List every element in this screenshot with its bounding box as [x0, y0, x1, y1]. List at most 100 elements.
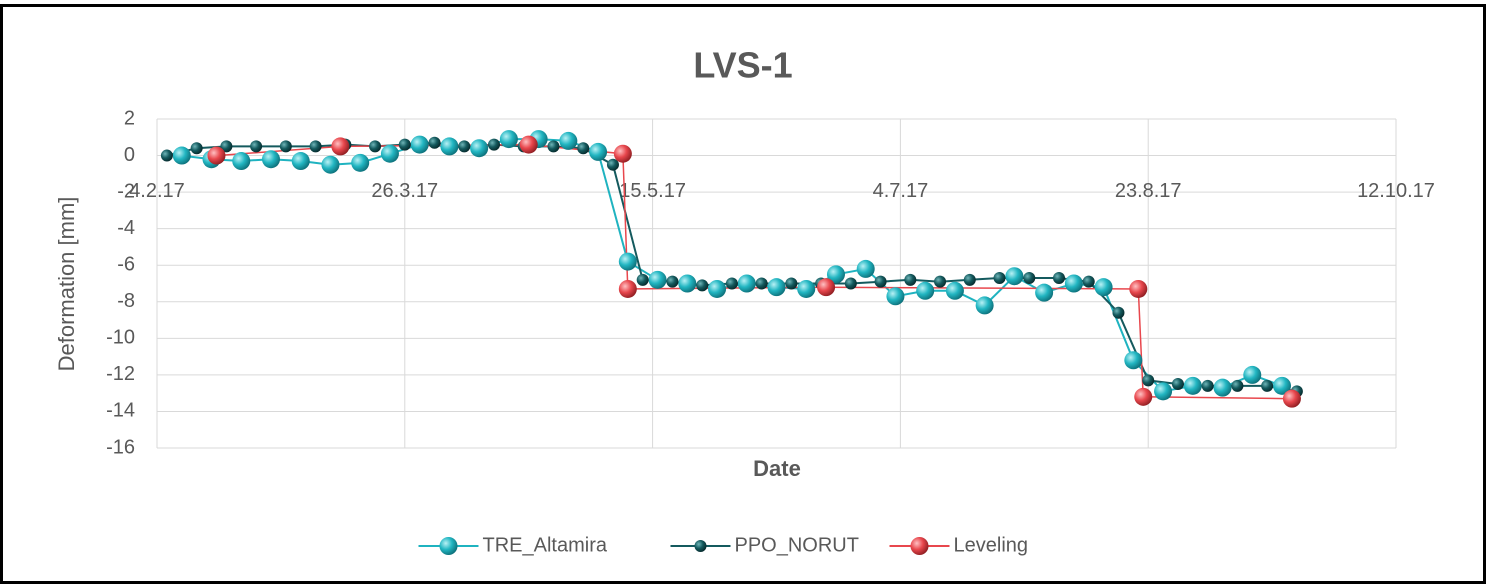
marker: [470, 139, 488, 157]
y-tick-label: -14: [106, 400, 135, 422]
marker: [1083, 276, 1095, 288]
marker: [559, 132, 577, 150]
marker: [708, 280, 726, 298]
y-tick-label: -10: [106, 327, 135, 349]
marker: [1261, 380, 1273, 392]
marker: [1035, 284, 1053, 302]
x-tick-label: 4.7.17: [873, 180, 929, 202]
x-tick-label: 15.5.17: [619, 180, 686, 202]
marker: [1154, 382, 1172, 400]
marker: [520, 136, 538, 154]
marker: [577, 142, 589, 154]
marker: [678, 275, 696, 293]
marker: [696, 279, 708, 291]
marker: [250, 140, 262, 152]
marker: [488, 139, 500, 151]
marker: [797, 280, 815, 298]
y-tick-label: -12: [106, 363, 135, 385]
marker: [191, 142, 203, 154]
marker: [232, 152, 250, 170]
legend-marker: [911, 537, 929, 555]
marker: [649, 271, 667, 289]
marker: [1172, 378, 1184, 390]
marker: [280, 140, 292, 152]
marker: [1134, 388, 1152, 406]
marker: [440, 137, 458, 155]
x-axis-label: Date: [753, 456, 801, 481]
marker: [1184, 377, 1202, 395]
marker: [904, 274, 916, 286]
marker: [1095, 278, 1113, 296]
marker: [768, 278, 786, 296]
marker: [619, 253, 637, 271]
marker: [321, 156, 339, 174]
marker: [1231, 380, 1243, 392]
y-tick-label: -6: [117, 254, 135, 276]
marker: [429, 137, 441, 149]
marker: [458, 140, 470, 152]
marker: [351, 154, 369, 172]
y-axis-label: Deformation [mm]: [54, 197, 79, 372]
legend-label: TRE_Altamira: [483, 534, 608, 556]
page: LVS-1 Deformation [mm] Date -16 -14 -12 -10…: [0, 0, 1486, 584]
marker: [207, 147, 225, 165]
marker: [369, 140, 381, 152]
marker: [934, 276, 946, 288]
marker: [845, 278, 857, 290]
marker: [916, 282, 934, 300]
marker: [1112, 307, 1124, 319]
marker: [331, 137, 349, 155]
chart-title: LVS-1: [693, 45, 792, 86]
marker: [976, 296, 994, 314]
y-tick-label: 0: [124, 144, 135, 166]
chart: LVS-1 Deformation [mm] Date -16 -14 -12 -10…: [0, 0, 1486, 584]
marker: [1202, 380, 1214, 392]
marker: [1283, 390, 1301, 408]
marker: [1243, 366, 1261, 384]
frame: [2, 6, 1485, 583]
marker: [857, 260, 875, 278]
marker: [547, 140, 559, 152]
marker: [1023, 272, 1035, 284]
marker: [726, 278, 738, 290]
marker: [1053, 272, 1065, 284]
marker: [637, 274, 649, 286]
legend-label: Leveling: [954, 534, 1029, 556]
marker: [946, 282, 964, 300]
legend-marker: [695, 540, 707, 552]
marker: [262, 150, 280, 168]
marker: [619, 280, 637, 298]
marker: [1065, 275, 1083, 293]
marker: [399, 139, 411, 151]
marker: [1129, 280, 1147, 298]
legend-label: PPO_NORUT: [735, 534, 859, 556]
y-tick-label: 2: [124, 107, 135, 129]
marker: [1005, 267, 1023, 285]
marker: [614, 145, 632, 163]
marker: [1124, 351, 1142, 369]
marker: [666, 276, 678, 288]
legend-marker: [440, 537, 458, 555]
x-tick-label: 23.8.17: [1115, 180, 1182, 202]
marker: [994, 272, 1006, 284]
marker: [292, 152, 310, 170]
marker: [173, 147, 191, 165]
marker: [785, 278, 797, 290]
marker: [1142, 374, 1154, 386]
marker: [817, 278, 835, 296]
marker: [500, 130, 518, 148]
y-tick-label: -8: [117, 290, 135, 312]
x-tick-label: 4.2.17: [129, 180, 185, 202]
marker: [1214, 379, 1232, 397]
marker: [381, 145, 399, 163]
marker: [756, 278, 768, 290]
x-tick-label: 12.10.17: [1357, 180, 1435, 202]
marker: [161, 150, 173, 162]
y-tick-label: -4: [117, 217, 135, 239]
x-tick-label: 26.3.17: [371, 180, 438, 202]
marker: [886, 287, 904, 305]
y-tick-label: -16: [106, 436, 135, 458]
marker: [411, 136, 429, 154]
marker: [738, 275, 756, 293]
marker: [589, 143, 607, 161]
